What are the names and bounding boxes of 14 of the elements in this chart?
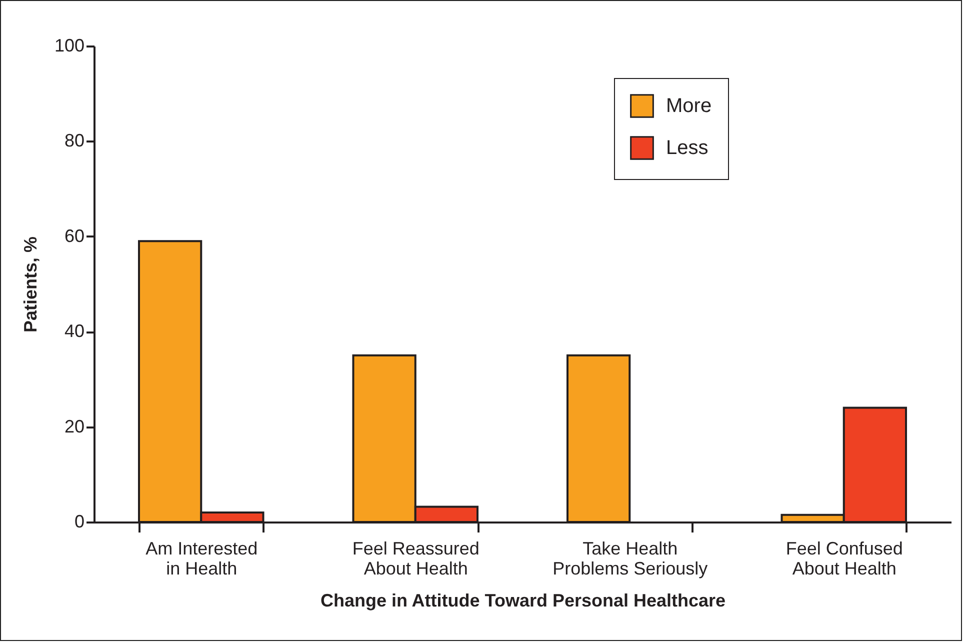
y-axis-title: Patients, % [20,236,40,333]
x-tick-label: Feel Reassured About Health [352,538,480,578]
x-tick-label: Take Health Problems Seriously [552,538,708,578]
y-tick-label: 60 [64,226,84,246]
y-tick-label: 0 [74,512,84,532]
y-tick-label: 80 [64,130,84,151]
x-tick-label: Am Interested in Health [146,538,258,578]
y-tick-label: 40 [64,321,84,342]
y-tick-label: 100 [54,36,84,56]
legend-label: More [666,95,712,117]
y-tick-label: 20 [64,416,84,436]
x-tick-label: Feel Confused About Health [786,538,903,578]
x-axis-title: Change in Attitude Toward Personal Healthcare [320,590,726,610]
legend-label: Less [666,137,708,159]
